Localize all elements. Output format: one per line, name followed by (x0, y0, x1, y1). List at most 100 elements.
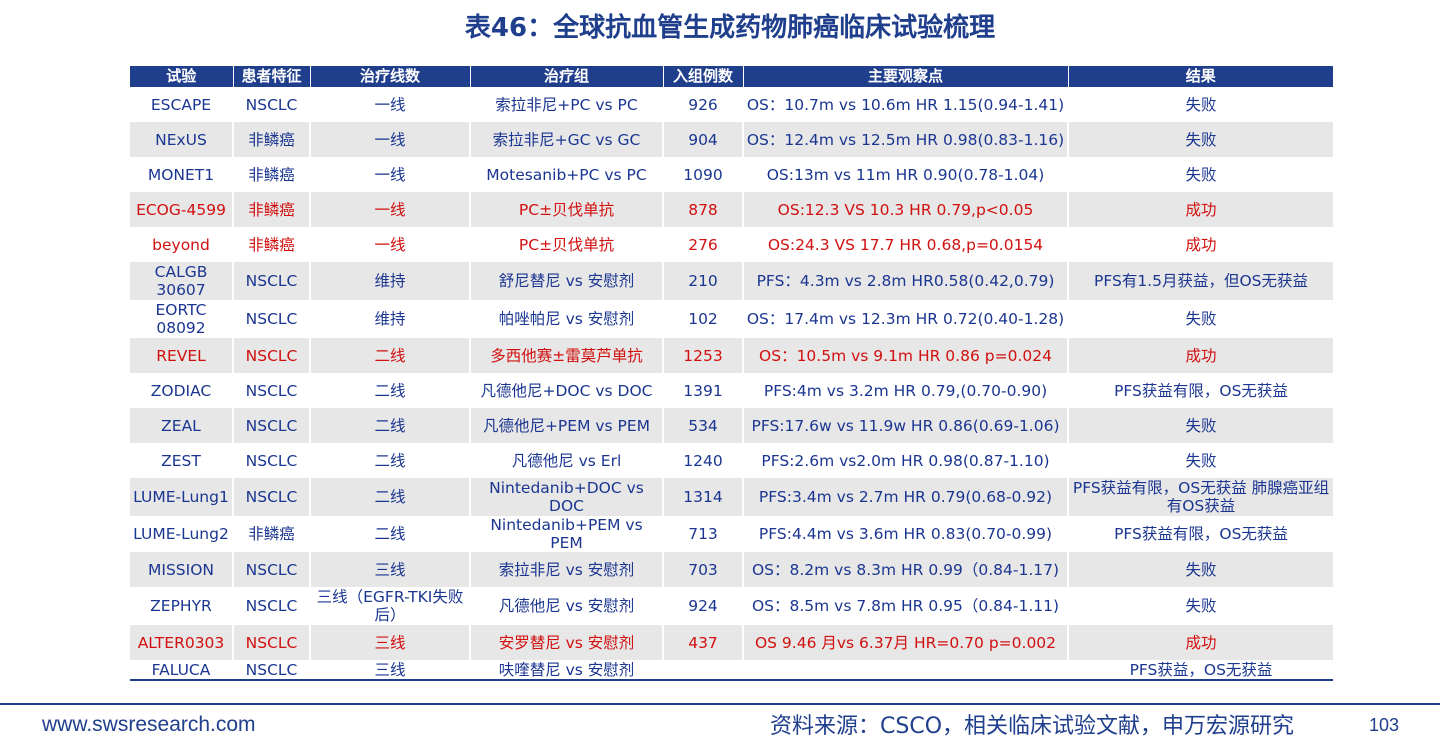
table-row: NExUS 非鳞癌 一线 索拉非尼+GC vs GC 904 OS：12.4m vs 12… (130, 122, 1333, 157)
trial-cell: ZEAL (130, 408, 233, 443)
enrollment-cell: 713 (662, 516, 743, 552)
result-cell: 成功 (1067, 338, 1333, 373)
table-row: ESCAPE NSCLC 一线 索拉非尼+PC vs PC 926 OS：10.7m vs… (130, 87, 1333, 122)
column-header: 患者特征 (232, 66, 310, 87)
endpoint-cell: OS：8.2m vs 8.3m HR 0.99（0.84-1.17) (742, 552, 1068, 587)
arm-cell: 索拉非尼 vs 安慰剂 (469, 552, 663, 587)
arm-cell: 帕唑帕尼 vs 安慰剂 (469, 300, 663, 338)
endpoint-cell: OS：10.5m vs 9.1m HR 0.86 p=0.024 (742, 338, 1068, 373)
column-header: 治疗组 (469, 66, 663, 87)
line-cell: 二线 (309, 338, 470, 373)
line-cell: 一线 (309, 122, 470, 157)
line-cell: 一线 (309, 157, 470, 192)
trial-cell: ECOG-4599 (130, 192, 233, 227)
endpoint-cell: PFS:17.6w vs 11.9w HR 0.86(0.69-1.06) (742, 408, 1068, 443)
endpoint-cell: PFS:4m vs 3.2m HR 0.79,(0.70-0.90) (742, 373, 1068, 408)
line-cell: 一线 (309, 87, 470, 122)
enrollment-cell: 534 (662, 408, 743, 443)
patient-cell: 非鳞癌 (232, 192, 310, 227)
enrollment-cell: 924 (662, 587, 743, 625)
result-cell: PFS获益有限，OS无获益 肺腺癌亚组有OS获益 (1067, 478, 1333, 516)
endpoint-cell: PFS：4.3m vs 2.8m HR0.58(0.42,0.79) (742, 262, 1068, 300)
result-cell: 失败 (1067, 408, 1333, 443)
arm-cell: 凡德他尼 vs 安慰剂 (469, 587, 663, 625)
column-header: 主要观察点 (742, 66, 1068, 87)
endpoint-cell: OS:13m vs 11m HR 0.90(0.78-1.04) (742, 157, 1068, 192)
endpoint-cell: PFS:4.4m vs 3.6m HR 0.83(0.70-0.99) (742, 516, 1068, 552)
arm-cell: PC±贝伐单抗 (469, 192, 663, 227)
trial-cell: MISSION (130, 552, 233, 587)
trial-cell: ALTER0303 (130, 625, 233, 660)
table-row: ALTER0303 NSCLC 三线 安罗替尼 vs 安慰剂 437 OS 9.46 月v… (130, 625, 1333, 660)
patient-cell: NSCLC (232, 478, 310, 516)
endpoint-cell: OS：12.4m vs 12.5m HR 0.98(0.83-1.16) (742, 122, 1068, 157)
page-title: 表46：全球抗血管生成药物肺癌临床试验梳理 (464, 13, 996, 43)
endpoint-cell: PFS:2.6m vs2.0m HR 0.98(0.87-1.10) (742, 443, 1068, 478)
enrollment-cell: 904 (662, 122, 743, 157)
enrollment-cell: 276 (662, 227, 743, 262)
arm-cell: Motesanib+PC vs PC (469, 157, 663, 192)
patient-cell: NSCLC (232, 373, 310, 408)
result-cell: PFS获益有限，OS无获益 (1067, 373, 1333, 408)
arm-cell: PC±贝伐单抗 (469, 227, 663, 262)
endpoint-cell: OS：17.4m vs 12.3m HR 0.72(0.40-1.28) (742, 300, 1068, 338)
enrollment-cell: 1240 (662, 443, 743, 478)
patient-cell: NSCLC (232, 262, 310, 300)
line-cell: 三线 (309, 660, 470, 681)
table-row: ZEST NSCLC 二线 凡德他尼 vs Erl 1240 PFS:2.6m vs2.0… (130, 443, 1333, 478)
trial-cell: LUME-Lung1 (130, 478, 233, 516)
endpoint-cell: OS：10.7m vs 10.6m HR 1.15(0.94-1.41) (742, 87, 1068, 122)
table-row: ZODIAC NSCLC 二线 凡德他尼+DOC vs DOC 1391 PFS:4m v… (130, 373, 1333, 408)
table-row: ZEPHYR NSCLC 三线（EGFR-TKI失败后） 凡德他尼 vs 安慰剂 924… (130, 587, 1333, 625)
column-header: 入组例数 (662, 66, 743, 87)
enrollment-cell: 102 (662, 300, 743, 338)
table-row: LUME-Lung2 非鳞癌 二线 Nintedanib+PEM vs PEM 713 P… (130, 516, 1333, 552)
trial-cell: LUME-Lung2 (133, 525, 229, 543)
trial-cell: beyond (152, 235, 210, 254)
result-cell: PFS获益有限，OS无获益 (1067, 516, 1333, 552)
arm-cell: 舒尼替尼 vs 安慰剂 (469, 262, 663, 300)
line-cell: 维持 (309, 300, 470, 338)
patient-cell: NSCLC (232, 587, 310, 625)
line-cell: 三线（EGFR-TKI失败后） (309, 587, 470, 625)
patient-cell: NSCLC (232, 660, 310, 681)
arm-cell: 安罗替尼 vs 安慰剂 (469, 625, 663, 660)
result-cell: 失败 (1067, 157, 1333, 192)
arm-cell: Nintedanib+PEM vs PEM (469, 516, 663, 552)
trial-cell: ESCAPE (150, 95, 212, 114)
enrollment-cell: 1090 (662, 157, 743, 192)
result-cell: 失败 (1067, 587, 1333, 625)
arm-cell: 凡德他尼+PEM vs PEM (469, 408, 663, 443)
patient-cell: NSCLC (232, 87, 310, 122)
patient-cell: 非鳞癌 (232, 122, 310, 157)
line-cell: 二线 (309, 373, 470, 408)
table-row: MONET1 非鳞癌 一线 Motesanib+PC vs PC 1090 OS:13m … (130, 157, 1333, 192)
enrollment-cell: 1391 (662, 373, 743, 408)
arm-cell: 凡德他尼+DOC vs DOC (469, 373, 663, 408)
table-row: ZEAL NSCLC 二线 凡德他尼+PEM vs PEM 534 PFS:17.6w v… (130, 408, 1333, 443)
table-row: REVEL NSCLC 二线 多西他赛±雷莫芦单抗 1253 OS：10.5m vs 9.… (130, 338, 1333, 373)
table-row: MISSION NSCLC 三线 索拉非尼 vs 安慰剂 703 OS：8.2m vs 8… (130, 552, 1333, 587)
patient-cell: NSCLC (232, 408, 310, 443)
line-cell: 二线 (309, 408, 470, 443)
enrollment-cell: 1253 (662, 338, 743, 373)
result-cell: 失败 (1067, 552, 1333, 587)
enrollment-cell: 1314 (662, 478, 743, 516)
endpoint-cell: OS 9.46 月vs 6.37月 HR=0.70 p=0.002 (742, 625, 1068, 660)
footer-url[interactable]: www.swsresearch.com (42, 713, 256, 736)
trial-cell: MONET1 (147, 165, 215, 184)
enrollment-cell: 210 (662, 262, 743, 300)
trials-table: 试验 患者特征 治疗线数 治疗组 入组例数 主要观察点 结果 ESCAPE NSCLC 一线 索拉… (130, 66, 1333, 681)
patient-cell: NSCLC (232, 300, 310, 338)
result-cell: 成功 (1067, 192, 1333, 227)
endpoint-cell: PFS:3.4m vs 2.7m HR 0.79(0.68-0.92) (742, 478, 1068, 516)
result-cell: PFS获益，OS无获益 (1067, 660, 1333, 681)
patient-cell: 非鳞癌 (232, 516, 310, 552)
arm-cell: 索拉非尼+PC vs PC (469, 87, 663, 122)
line-cell: 二线 (309, 443, 470, 478)
line-cell: 三线 (309, 625, 470, 660)
arm-cell: 多西他赛±雷莫芦单抗 (469, 338, 663, 373)
page-number: 103 (1369, 715, 1400, 735)
patient-cell: 非鳞癌 (232, 227, 310, 262)
patient-cell: NSCLC (232, 443, 310, 478)
